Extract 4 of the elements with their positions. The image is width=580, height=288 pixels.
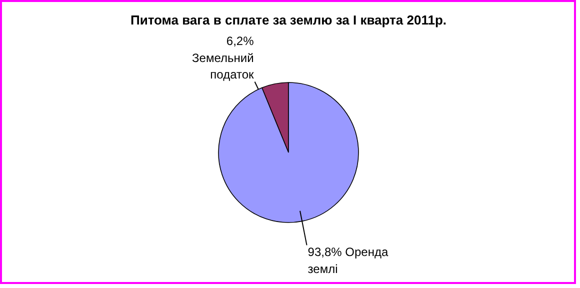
- slice-label: Земельний податок: [192, 50, 255, 82]
- chart-title: Питома вага в сплате за землю за І кварта 2011р.: [130, 12, 447, 28]
- slice-label: 93,8% Оренда землі: [308, 245, 388, 276]
- data-label: 6,2%: [226, 34, 254, 48]
